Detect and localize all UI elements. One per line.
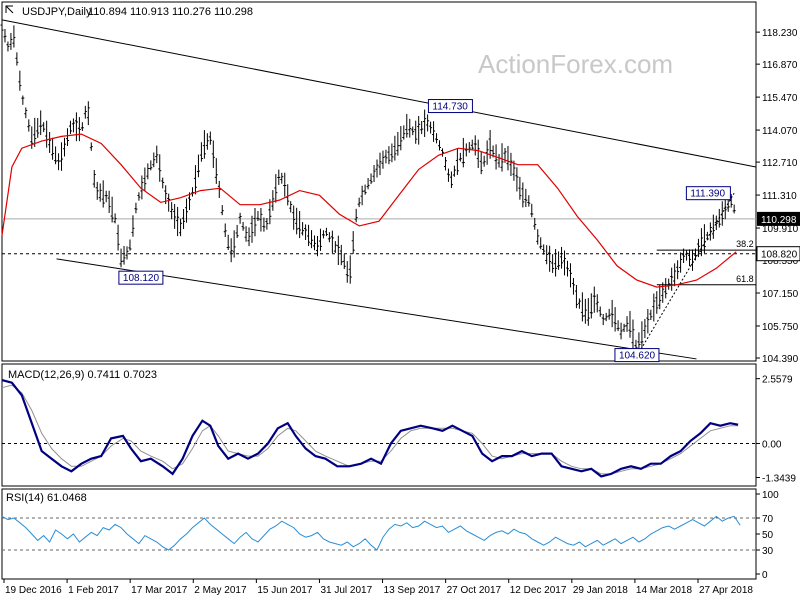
last-price-label: 110.298 [761,215,797,226]
rsi-panel-frame [1,488,757,580]
price-y-tick-label: 115.470 [762,93,798,104]
macd-y-tick-label: 0.00 [762,439,782,450]
price-annotation-label: 111.390 [690,189,725,200]
rsi-line [1,515,741,551]
macd-y-axis: 2.5579 0.00 -1.3439 [2,375,796,485]
macd-main-line [1,379,739,478]
ohlc-label: 110.894 110.913 110.276 110.298 [88,6,253,18]
price-y-tick-label: 114.070 [762,126,798,137]
x-tick-label: 2 May 2017 [194,585,247,596]
price-annotation-label: 104.620 [619,351,656,362]
price-annotation-box [118,270,164,285]
symbol-label: USDJPY,Daily [22,6,92,18]
price-annotation-label: 108.120 [123,273,160,284]
macd-series [1,379,739,478]
price-y-tick-label: 104.390 [762,354,799,365]
fib-level-label: 61.8 [736,274,754,284]
arrow-icon [5,5,14,14]
macd-label: MACD(12,26,9) 0.7411 0.7023 [8,369,157,381]
retracement-line [638,192,735,353]
x-tick-label: 27 Oct 2017 [447,585,502,596]
moving-average-line [1,133,737,288]
x-tick-label: 17 Mar 2017 [131,585,188,596]
x-tick-label: 12 Dec 2017 [510,585,567,596]
price-annotation-box [614,348,660,363]
rsi-y-tick-label: 100 [762,490,779,501]
x-tick-label: 13 Sep 2017 [384,585,441,596]
x-tick-label: 27 Apr 2018 [699,585,753,596]
rsi-y-tick-label: 50 [762,530,774,541]
price-y-axis: 118.230 116.870 115.470 114.070 112.710 111.3… [2,28,800,365]
x-tick-label: 31 Jul 2017 [320,585,372,596]
price-y-tick-label: 118.230 [762,28,798,39]
support-label-box [756,246,800,262]
x-axis: 19 Dec 2016 1 Feb 2017 17 Mar 2017 2 May 20… [3,579,753,596]
x-tick-label: 29 Jan 2018 [573,585,628,596]
price-annotation-label: 114.730 [432,102,468,113]
price-annotation-box [427,99,473,114]
rsi-y-tick-label: 30 [762,546,774,557]
rsi-label: RSI(14) 61.0468 [6,492,87,504]
price-y-tick-label: 105.750 [762,322,799,333]
x-tick-label: 1 Feb 2017 [68,585,119,596]
price-y-tick-label: 116.870 [762,60,798,71]
rsi-y-tick-label: 0 [762,570,768,581]
x-tick-label: 14 Mar 2018 [636,585,693,596]
last-price-box [757,211,800,226]
x-tick-label: 19 Dec 2016 [5,585,62,596]
price-annotations: 114.730 108.120 104.620 111.390 [118,99,731,363]
support-label: 108.820 [761,250,798,261]
macd-y-tick-label: -1.3439 [762,474,796,485]
price-annotation-box [685,186,731,201]
x-tick-label: 15 Jun 2017 [257,585,312,596]
watermark-text: ActionForex.com [478,49,673,79]
price-y-tick-label: 107.150 [762,289,799,300]
price-panel-frame [1,1,757,362]
price-y-tick-label: 108.550 [762,256,799,267]
macd-y-tick-label: 2.5579 [762,375,793,386]
price-y-tick-label: 112.710 [762,158,798,169]
price-y-tick-label: 111.310 [762,191,797,202]
price-y-tick-label: 109.910 [762,224,799,235]
channel-upper-line [1,19,757,168]
price-series [0,15,737,353]
fib-level-label: 38.2 [736,239,754,249]
rsi-y-axis: 100 70 50 30 0 [2,490,779,581]
rsi-y-tick-label: 70 [762,514,774,525]
rsi-series [1,515,741,551]
